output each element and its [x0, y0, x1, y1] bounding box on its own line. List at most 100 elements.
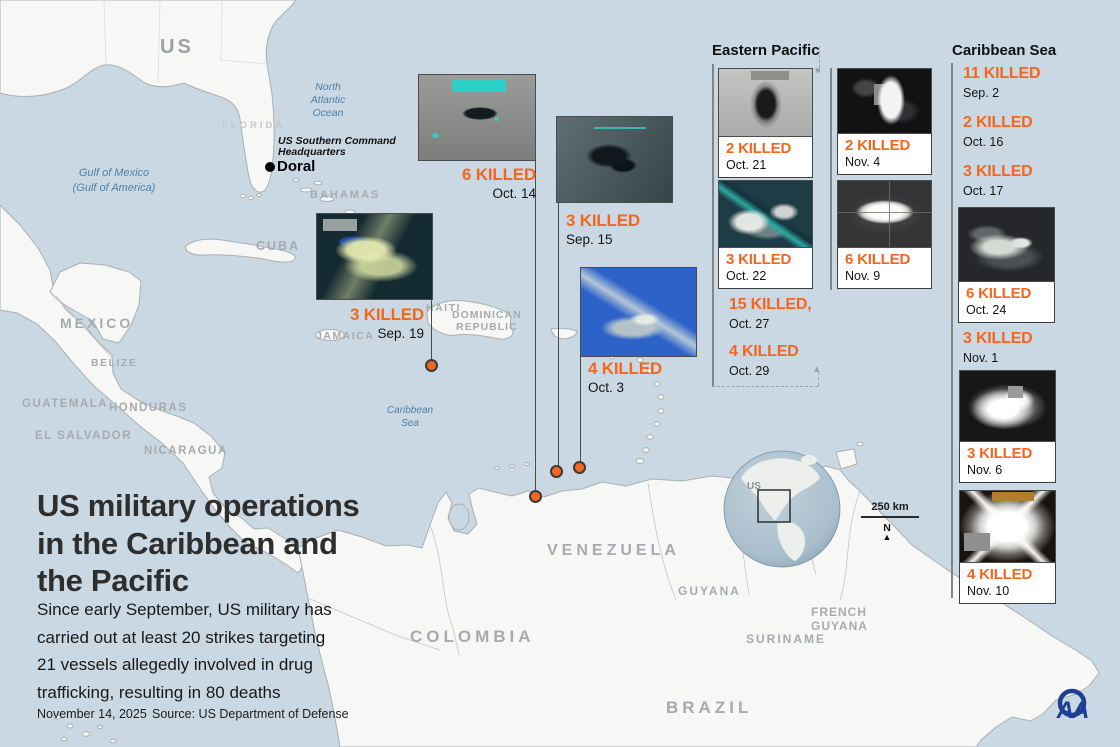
strike-photo-oct-24: [958, 207, 1055, 282]
strike-entry: 2 KILLED Oct. 21: [718, 68, 813, 178]
dashed-connector: [819, 46, 820, 72]
strike-entry: 2 KILLED Nov. 4: [837, 68, 932, 175]
strike-photo-oct-3: [580, 267, 697, 357]
eastern-pacific-timeline: [712, 64, 714, 387]
label-nicaragua: NICARAGUA: [144, 445, 228, 457]
north-label: N: [883, 522, 891, 534]
globe-inset: US: [723, 450, 841, 568]
killed-count: 3 KILLED: [350, 305, 424, 324]
doral-marker-dot: [265, 162, 275, 172]
label-mexico: MEXICO: [60, 315, 134, 331]
label-haiti: HAITI: [426, 302, 461, 314]
strike-entry: 11 KILLED Sep. 2: [963, 65, 1041, 100]
strike-entry: 3 KILLED Nov. 6: [959, 370, 1056, 483]
connector-line: [431, 300, 432, 360]
killed-count: 4 KILLED: [729, 343, 799, 360]
killed-count: 2 KILLED: [726, 140, 792, 157]
label-gulf-of-mexico: Gulf of Mexico (Gulf of America): [72, 167, 156, 194]
landmass-mexico-central-america: [0, 204, 308, 574]
killed-count: 3 KILLED: [726, 251, 792, 268]
label-colombia: COLOMBIA: [410, 627, 535, 646]
strike-photo-oct-22: [718, 180, 813, 248]
killed-count: 6 KILLED: [845, 251, 911, 268]
strike-entry: 4 KILLED Oct. 29: [729, 343, 799, 378]
landmass-us: [0, 0, 297, 193]
label-brazil: BRAZIL: [666, 698, 753, 717]
strike-date: Nov. 10: [967, 584, 1010, 598]
doral-label: Doral: [277, 158, 316, 175]
source-credit: Source: US Department of Defense: [152, 707, 349, 721]
strike-date: Oct. 21: [726, 158, 767, 172]
connector-line: [535, 161, 536, 491]
eastern-pacific-timeline-2: [830, 68, 832, 290]
strike-photo-sep-19: [316, 213, 433, 300]
label-florida: FLORIDA: [222, 120, 286, 131]
strike-location-dot: [550, 465, 563, 478]
callout-oct-3: 4 KILLED Oct. 3: [588, 359, 662, 396]
island-cuba: [185, 238, 296, 263]
strike-caption: 3 KILLED Nov. 6: [959, 441, 1056, 483]
scale-bar-label: 250 km: [871, 501, 909, 513]
strike-date: Oct. 27: [729, 317, 770, 331]
publish-date: November 14, 2025: [37, 707, 147, 721]
callout-sep-19: 3 KILLED Sep. 19: [316, 305, 424, 342]
killed-count: 3 KILLED: [566, 211, 640, 230]
strike-entry: 4 KILLED Nov. 10: [959, 490, 1056, 604]
strike-caption: 2 KILLED Oct. 21: [718, 136, 813, 178]
island-trinidad: [835, 448, 858, 470]
strike-entry: 3 KILLED Oct. 17: [963, 163, 1033, 198]
dashed-connector: [818, 372, 819, 386]
strike-date: Oct. 29: [729, 364, 770, 378]
strike-date: Oct. 17: [963, 184, 1004, 198]
label-guatemala: GUATEMALA: [22, 398, 109, 410]
killed-count: 3 KILLED: [963, 330, 1033, 347]
label-cuba: CUBA: [256, 239, 301, 253]
page-title: US military operations in the Caribbean …: [37, 488, 360, 598]
callout-sep-15: 3 KILLED Sep. 15: [566, 211, 640, 248]
strike-photo-oct-21: [718, 68, 813, 137]
north-arrow-icon: ▲: [882, 532, 892, 542]
label-caribbean-sea: Caribbean Sea: [386, 405, 434, 429]
hq-label: US Southern Command Headquarters: [278, 135, 396, 158]
callout-oct-14: 6 KILLED Oct. 14: [418, 165, 536, 202]
label-suriname: SURINAME: [746, 632, 827, 646]
strike-photo-nov-6: [959, 370, 1056, 442]
dashed-connector: [712, 386, 818, 387]
strike-date: Sep. 2: [963, 86, 1000, 100]
killed-count: 6 KILLED: [462, 165, 536, 184]
strike-date: Nov. 6: [967, 463, 1003, 477]
strike-caption: 6 KILLED Oct. 24: [958, 281, 1055, 323]
strike-photo-nov-4: [837, 68, 932, 134]
island-puerto-rico: [550, 327, 578, 340]
strike-entry: 3 KILLED Nov. 1: [963, 330, 1033, 365]
strike-date: Nov. 1: [963, 351, 999, 365]
dashed-arrow-up-icon: ▴: [814, 363, 820, 375]
strike-date: Oct. 3: [588, 380, 625, 395]
label-el-salvador: EL SALVADOR: [35, 430, 133, 442]
strike-photo-nov-9: [837, 180, 932, 248]
label-belize: BELIZE: [91, 357, 138, 369]
label-bahamas: BAHAMAS: [310, 189, 381, 201]
landmass-yucatan: [49, 262, 142, 344]
strike-date: Nov. 4: [845, 155, 881, 169]
dashed-arrow-down-icon: ▾: [815, 65, 821, 77]
killed-count: 2 KILLED: [963, 114, 1033, 131]
label-venezuela: VENEZUELA: [547, 542, 680, 559]
globe-us-label: US: [747, 481, 761, 492]
strike-caption: 6 KILLED Nov. 9: [837, 247, 932, 289]
strike-entry: 6 KILLED Nov. 9: [837, 180, 932, 289]
killed-count: 4 KILLED: [588, 359, 662, 378]
strike-entry: 3 KILLED Oct. 22: [718, 180, 813, 289]
caribbean-sea-header: Caribbean Sea: [952, 42, 1057, 59]
globe-focus-rectangle: [757, 489, 791, 523]
strike-date: Oct. 24: [966, 303, 1007, 317]
strike-location-dot: [573, 461, 586, 474]
strike-date: Sep. 19: [377, 326, 424, 341]
killed-count: 3 KILLED: [967, 445, 1033, 462]
label-french-guyana: FRENCH GUYANA: [811, 605, 868, 633]
eastern-pacific-header: Eastern Pacific: [712, 42, 820, 59]
strike-photo-oct-14: [418, 74, 536, 161]
strike-caption: 3 KILLED Oct. 22: [718, 247, 813, 289]
